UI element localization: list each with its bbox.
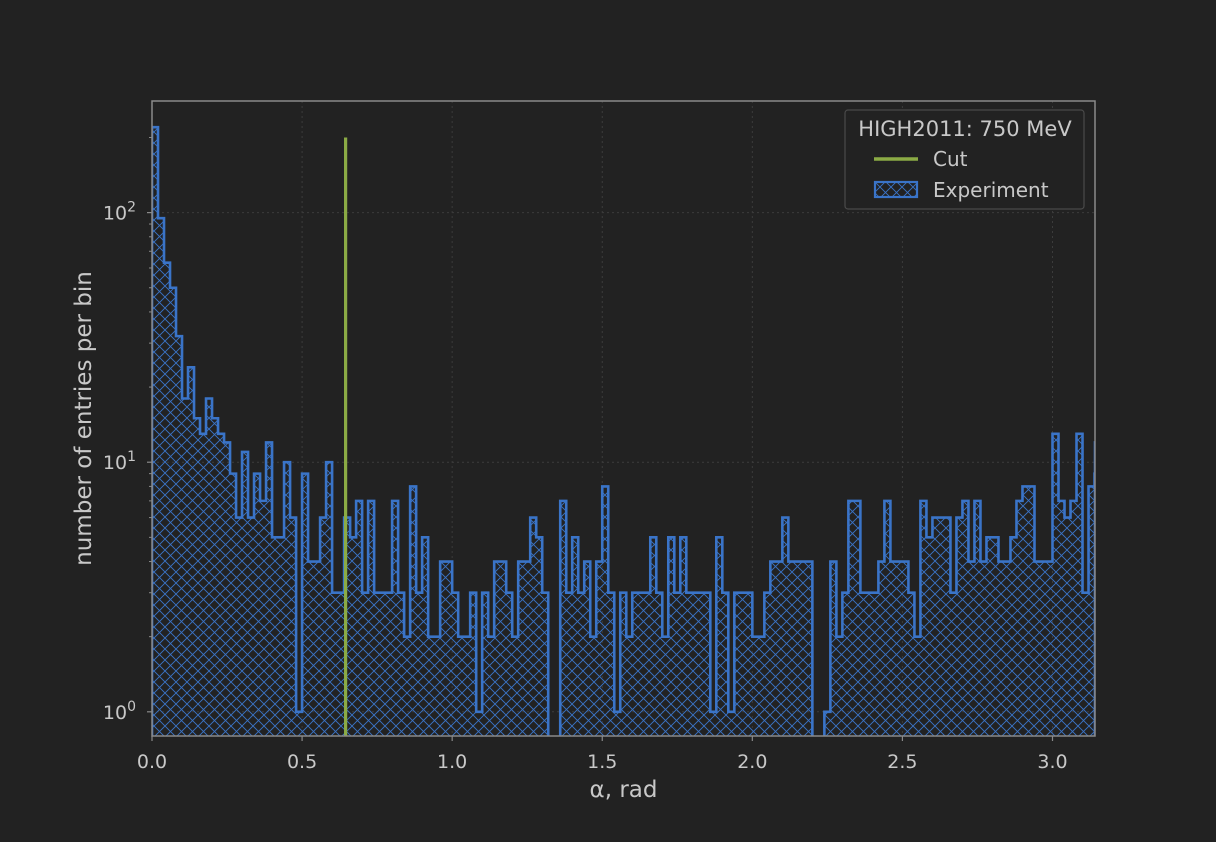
- x-tick-label: 0.5: [287, 751, 317, 773]
- y-axis-label: number of entries per bin: [71, 271, 97, 566]
- legend-cut-label: Cut: [933, 147, 968, 171]
- plot-frame: [151, 100, 1096, 737]
- y-axis-ticks: 100 101 102: [103, 136, 152, 724]
- histogram-outline: [152, 125, 1095, 736]
- histogram-experiment: [152, 125, 1095, 736]
- legend: HIGH2011: 750 MeV Cut Experiment: [844, 109, 1085, 210]
- x-axis-ticks: 0.0 0.5 1.0 1.5 2.0 2.5 3.0: [137, 736, 1068, 773]
- x-axis-label: α, rad: [590, 777, 658, 803]
- x-tick-label: 3.0: [1037, 751, 1067, 773]
- x-tick-label: 2.5: [887, 751, 917, 773]
- legend-experiment-swatch: [873, 180, 919, 199]
- x-tick-label: 2.0: [737, 751, 767, 773]
- legend-title: HIGH2011: 750 MeV: [858, 117, 1072, 141]
- x-tick-label: 1.5: [587, 751, 617, 773]
- y-tick-label: 102: [103, 200, 136, 225]
- y-tick-label: 101: [103, 449, 136, 474]
- legend-experiment-label: Experiment: [933, 178, 1049, 202]
- x-tick-label: 0.0: [137, 751, 167, 773]
- y-tick-label: 100: [103, 699, 136, 724]
- x-tick-label: 1.0: [437, 751, 467, 773]
